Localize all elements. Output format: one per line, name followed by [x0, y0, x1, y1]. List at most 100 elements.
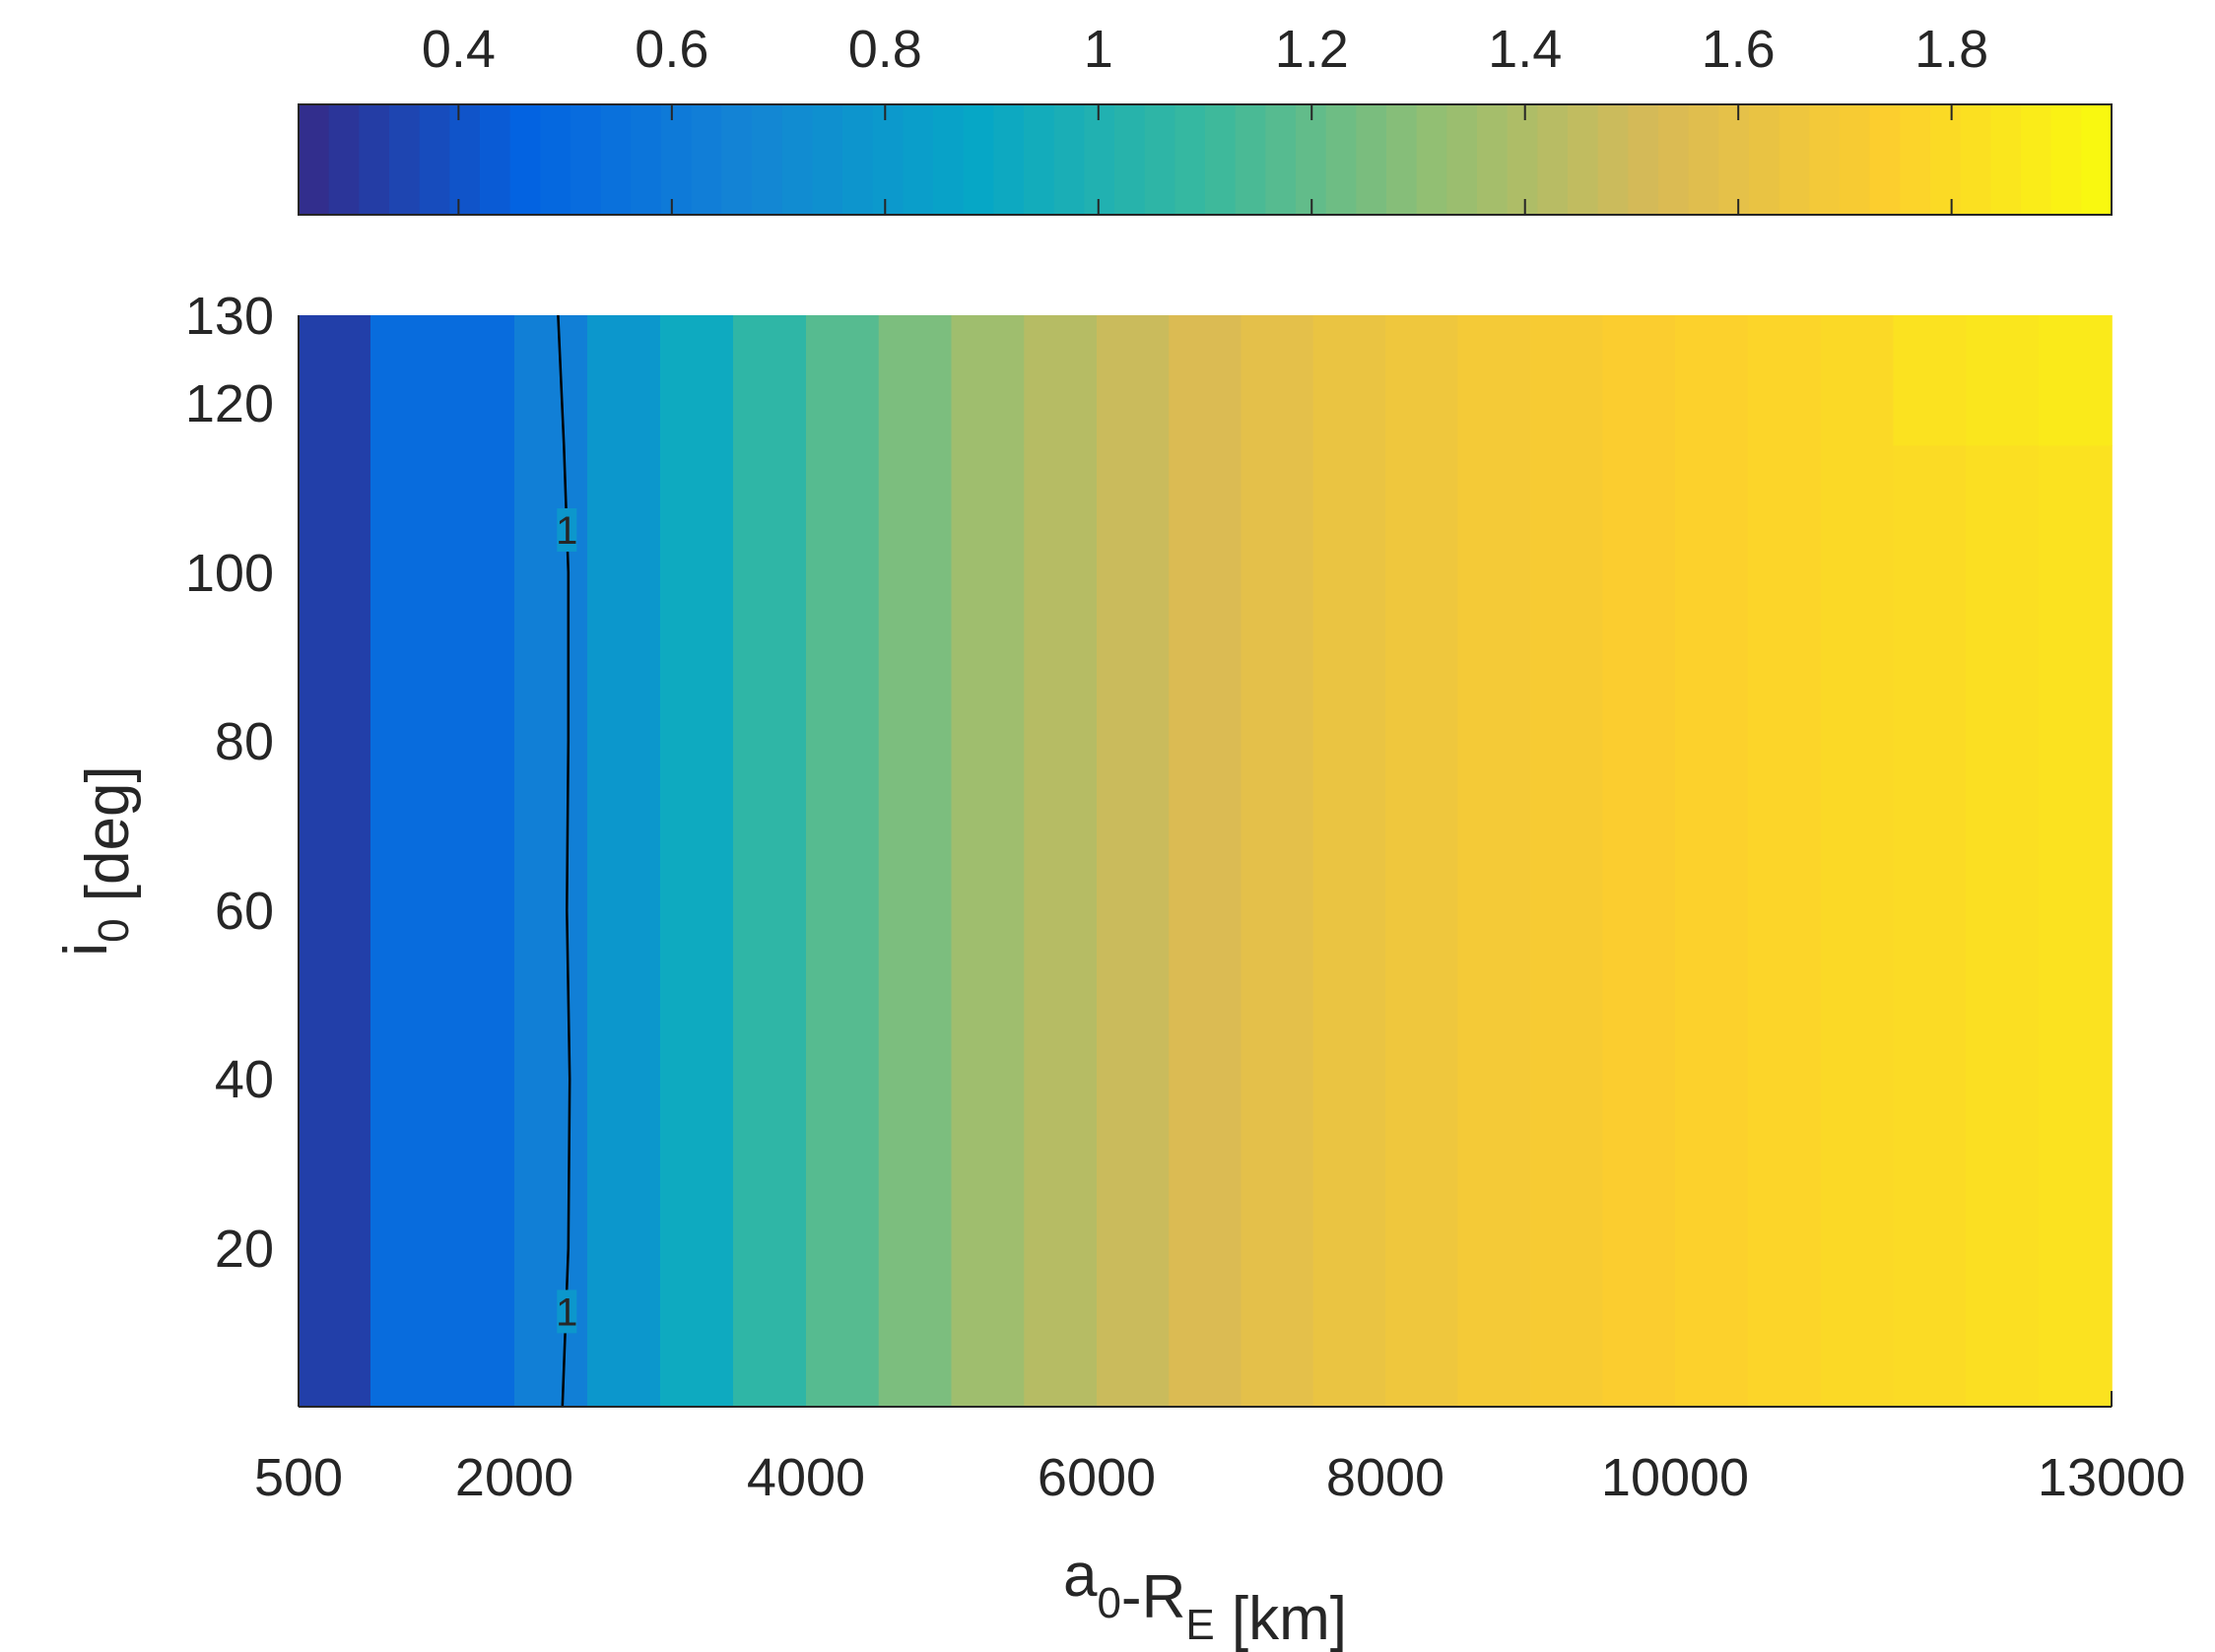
x-tick-label: 8000 [1326, 1448, 1444, 1507]
colorbar-segment [1325, 104, 1358, 215]
colorbar-tick-label: 0.6 [635, 20, 708, 79]
colorbar-segment [842, 104, 874, 215]
colorbar-segment [1477, 104, 1509, 215]
colorbar-segment [872, 104, 905, 215]
heatmap-cell [1966, 315, 2040, 446]
colorbar-segment [963, 104, 995, 215]
x-axis-label: a0-RE [km] [1063, 1542, 1347, 1652]
colorbar-tick-label: 1.2 [1275, 20, 1349, 79]
heatmap-cell [1530, 445, 1604, 1408]
colorbar-segment [1809, 104, 1841, 215]
heatmap-cell [1602, 445, 1676, 1408]
heatmap-cell [1241, 315, 1314, 446]
colorbar-segment [1507, 104, 1539, 215]
contour-label: 1 [556, 1290, 577, 1334]
heatmap-cell [1747, 315, 1822, 446]
heatmap-cell [1747, 445, 1822, 1408]
colorbar-segment [1446, 104, 1478, 215]
tick-labels: 500 2000 4000 6000 8000 10000 13000 20 40 60 80 100… [185, 287, 2185, 1507]
colorbar-segment [1416, 104, 1448, 215]
colorbar-segment [1688, 104, 1720, 215]
heatmap-cell [2039, 445, 2113, 1408]
colorbar-segment [721, 104, 753, 215]
y-tick-label: 80 [215, 712, 274, 771]
heatmap-cell [1312, 445, 1386, 1408]
colorbar-segment [752, 104, 783, 215]
heatmap-cell [370, 315, 515, 446]
heatmap-cell [587, 315, 661, 446]
colorbar-segment [1990, 104, 2022, 215]
heatmap-cell [733, 315, 807, 446]
x-tick-label: 4000 [747, 1448, 865, 1507]
heatmap-cell [370, 445, 515, 1408]
heatmap-cell [806, 315, 880, 446]
colorbar-segment [2050, 104, 2083, 215]
y-tick-label: 100 [185, 544, 274, 603]
colorbar-segment [691, 104, 723, 215]
heatmap-cell [1169, 445, 1242, 1408]
colorbar-segment [1235, 104, 1267, 215]
contour-label-background [557, 508, 577, 552]
heatmap-cell [1966, 445, 2040, 1408]
y-axis-label: i0 [deg] [52, 765, 142, 956]
colorbar-segment [661, 104, 693, 215]
colorbar-segment [1930, 104, 1962, 215]
heatmap-cell [660, 445, 734, 1408]
colorbar-segment [1356, 104, 1387, 215]
heatmap-cell [2039, 315, 2113, 446]
heatmap-cell [878, 445, 953, 1408]
colorbar-segment [1628, 104, 1659, 215]
colorbar-segment [1658, 104, 1690, 215]
heatmap-cell [299, 315, 371, 446]
heatmap-cell [299, 445, 371, 1408]
colorbar-segment [1386, 104, 1418, 215]
axis-labels: a0-RE [km] i0 [deg] [52, 765, 1347, 1652]
colorbar-segment [328, 104, 361, 215]
colorbar-segment [1053, 104, 1086, 215]
contour-line-1 [557, 314, 571, 1408]
colorbar-segment [1144, 104, 1176, 215]
heatmap-cell [1097, 445, 1171, 1408]
y-tick-label: 60 [215, 882, 274, 941]
heatmap-cell [1602, 315, 1676, 446]
contour-lines: 11 [556, 314, 577, 1408]
heatmap-cell [878, 315, 953, 446]
colorbar-segment [1084, 104, 1115, 215]
colorbar-segment [1840, 104, 1871, 215]
heatmap-cell [806, 445, 880, 1408]
colorbar-segment [1265, 104, 1297, 215]
colorbar-segment [2021, 104, 2052, 215]
heatmap-cell [1893, 315, 1968, 446]
y-tick-label: 120 [185, 374, 274, 433]
colorbar-tick-label: 0.4 [422, 20, 496, 79]
colorbar-segment [600, 104, 633, 215]
heatmap-cell [1675, 315, 1749, 446]
colorbar-segment [631, 104, 662, 215]
heatmap-cell [951, 315, 1026, 446]
colorbar-segment [1296, 104, 1327, 215]
colorbar-segment [993, 104, 1025, 215]
colorbar-segment [1779, 104, 1811, 215]
colorbar-segment [509, 104, 542, 215]
colorbar-segment [781, 104, 814, 215]
colorbar-segment [389, 104, 421, 215]
colorbar-segment [1900, 104, 1931, 215]
colorbar-segment [1568, 104, 1599, 215]
colorbar-frame [298, 103, 2113, 216]
colorbar-segment [299, 104, 330, 215]
colorbar-segment [1718, 104, 1750, 215]
y-tick-label: 20 [215, 1220, 274, 1279]
heatmap-cell [1530, 315, 1604, 446]
colorbar-segment [1537, 104, 1569, 215]
y-tick-label: 130 [185, 287, 274, 346]
heatmap-cell [1312, 315, 1386, 446]
colorbar-segment [903, 104, 934, 215]
contour-label-background [557, 1289, 577, 1334]
colorbar-tick-label: 1 [1084, 20, 1113, 79]
colorbar-segment [540, 104, 571, 215]
heatmap-cell [587, 445, 661, 1408]
colorbar-segment [1597, 104, 1630, 215]
colorbar-tick-label: 0.8 [848, 20, 922, 79]
x-tick-label: 2000 [455, 1448, 573, 1507]
